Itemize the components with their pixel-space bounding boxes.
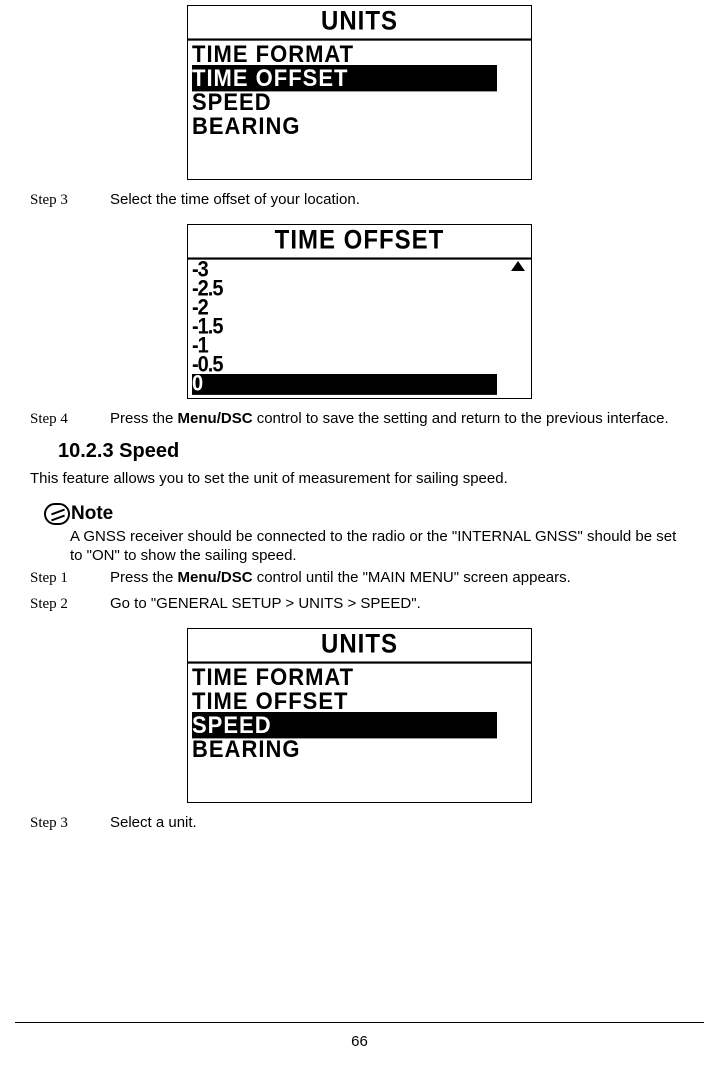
step-text: Go to "GENERAL SETUP > UNITS > SPEED". <box>110 594 689 614</box>
bold-control-name: Menu/DSC <box>178 410 253 427</box>
step-row: Step 2 Go to "GENERAL SETUP > UNITS > SP… <box>30 594 689 614</box>
lcd-offset-items: -3 -2.5 -2 -1.5 -1 -0.5 0 <box>188 258 531 393</box>
page-number: 66 <box>0 1033 719 1050</box>
lcd-units-screen-2: UNITS TIME FORMAT TIME OFFSET SPEED BEAR… <box>187 628 532 803</box>
text-fragment: control to save the setting and return t… <box>253 410 669 427</box>
step-row: Step 4 Press the Menu/DSC control to sav… <box>30 409 689 429</box>
offset-item-selected: 0 <box>192 374 497 395</box>
step-row: Step 3 Select the time offset of your lo… <box>30 190 689 210</box>
step-text: Select the time offset of your location. <box>110 190 689 210</box>
lcd-units-screen-1: UNITS TIME FORMAT TIME OFFSET SPEED BEAR… <box>187 5 532 180</box>
text-fragment: control until the "MAIN MENU" screen app… <box>253 569 571 586</box>
lcd-menu-items: TIME FORMAT TIME OFFSET SPEED BEARING <box>188 39 531 137</box>
step-label: Step 1 <box>30 568 110 588</box>
note-text: A GNSS receiver should be connected to t… <box>70 527 689 566</box>
lcd-title: TIME OFFSET <box>188 224 531 260</box>
step-label: Step 2 <box>30 594 110 614</box>
menu-item: BEARING <box>192 113 531 139</box>
paragraph: This feature allows you to set the unit … <box>30 469 689 489</box>
offset-item: -1 <box>192 336 531 357</box>
offset-item: -2.5 <box>192 279 531 300</box>
text-fragment: Press the <box>110 410 178 427</box>
step-label: Step 3 <box>30 190 110 210</box>
note-header: Note <box>44 503 689 525</box>
step-label: Step 3 <box>30 813 110 833</box>
step-row: Step 3 Select a unit. <box>30 813 689 833</box>
offset-item: -2 <box>192 298 531 319</box>
menu-item: BEARING <box>192 736 531 762</box>
step-text: Select a unit. <box>110 813 689 833</box>
note-label: Note <box>71 503 113 525</box>
step-row: Step 1 Press the Menu/DSC control until … <box>30 568 689 588</box>
offset-item: -1.5 <box>192 317 531 338</box>
offset-item: -0.5 <box>192 355 531 376</box>
step-text: Press the Menu/DSC control until the "MA… <box>110 568 689 588</box>
lcd-time-offset-screen: TIME OFFSET -3 -2.5 -2 -1.5 -1 -0.5 0 <box>187 224 532 399</box>
note-icon <box>44 503 70 525</box>
lcd-title: UNITS <box>188 5 531 41</box>
footer-rule <box>15 1022 704 1023</box>
step-label: Step 4 <box>30 409 110 429</box>
section-heading: 10.2.3 Speed <box>58 440 689 463</box>
manual-page: UNITS TIME FORMAT TIME OFFSET SPEED BEAR… <box>0 5 719 1065</box>
lcd-menu-items: TIME FORMAT TIME OFFSET SPEED BEARING <box>188 662 531 760</box>
step-text: Press the Menu/DSC control to save the s… <box>110 409 689 429</box>
offset-item: -3 <box>192 260 531 281</box>
lcd-title: UNITS <box>188 628 531 664</box>
bold-control-name: Menu/DSC <box>178 569 253 586</box>
text-fragment: Press the <box>110 569 178 586</box>
